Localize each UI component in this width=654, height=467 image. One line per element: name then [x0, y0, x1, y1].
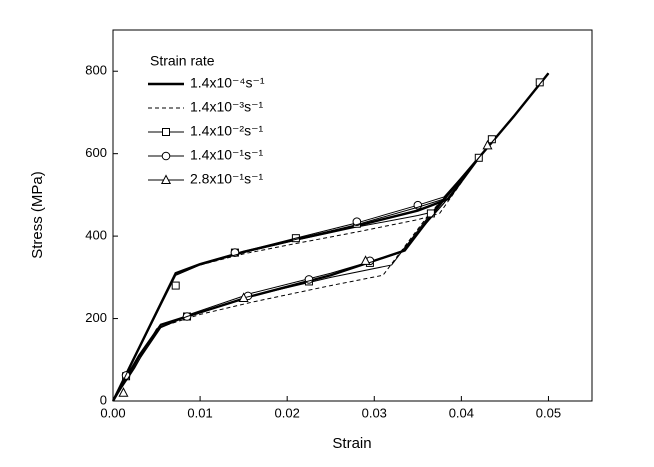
y-tick-label: 0 [100, 392, 107, 407]
x-tick-label: 0.01 [187, 405, 212, 420]
data-point [535, 78, 544, 87]
x-tick-label: 0.03 [362, 405, 387, 420]
legend-marker [161, 151, 171, 161]
legend-label: 2.8x10⁻¹s⁻¹ [190, 171, 263, 187]
legend-label: 1.4x10⁻²s⁻¹ [190, 123, 263, 139]
legend-label: 1.4x10⁻¹s⁻¹ [190, 147, 263, 163]
y-axis-label: Stress (MPa) [29, 171, 46, 259]
legend-marker [160, 174, 172, 184]
data-point [482, 139, 493, 150]
data-point [360, 255, 371, 265]
legend-marker [162, 128, 170, 136]
y-tick-label: 400 [85, 228, 107, 243]
data-point [171, 281, 180, 290]
legend-label: 1.4x10⁻³s⁻¹ [190, 99, 263, 115]
data-point [118, 387, 129, 397]
data-line [112, 72, 549, 402]
data-point [238, 292, 249, 302]
x-tick-label: 0.04 [449, 405, 474, 420]
x-tick-label: 0.05 [536, 405, 561, 420]
plot-frame [112, 29, 593, 402]
legend-title: Strain rate [150, 53, 215, 69]
x-tick-label: 0.00 [100, 405, 125, 420]
x-tick-label: 0.02 [275, 405, 300, 420]
y-tick-label: 800 [85, 63, 107, 78]
y-tick-label: 200 [85, 310, 107, 325]
legend-label: 1.4x10⁻⁴s⁻¹ [190, 75, 265, 91]
y-tick-label: 600 [85, 145, 107, 160]
x-axis-label: Strain [332, 435, 371, 452]
